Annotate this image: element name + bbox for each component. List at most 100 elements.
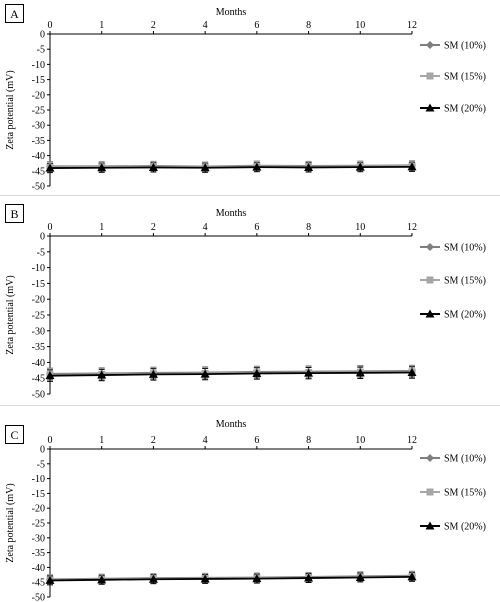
data-point-triangle	[355, 368, 365, 377]
x-tick-label: 8	[306, 20, 311, 31]
panel-divider-group	[0, 195, 500, 406]
legend-label: SM (10%)	[444, 454, 486, 465]
legend-label: SM (15%)	[444, 276, 486, 287]
y-tick-label: -45	[32, 578, 45, 589]
data-point-triangle	[97, 163, 107, 172]
legend-label: SM (10%)	[444, 243, 486, 254]
panel-label-box	[5, 425, 24, 444]
legend-marker-square	[426, 276, 434, 284]
x-tick-label: 8	[306, 435, 311, 446]
data-point-triangle	[200, 163, 210, 172]
data-point-triangle	[252, 162, 262, 171]
y-tick-label: -45	[32, 374, 45, 385]
x-tick-label: 1	[99, 20, 104, 31]
y-tick-label: -10	[32, 474, 45, 485]
y-tick-label: 0	[40, 232, 45, 243]
data-point-triangle	[407, 162, 417, 171]
x-tick-label: 6	[254, 435, 259, 446]
y-tick-label: -50	[32, 390, 45, 401]
data-point-triangle	[148, 574, 158, 583]
legend-label: SM (10%)	[444, 41, 486, 52]
panel-label-box	[5, 204, 24, 223]
data-point-triangle	[355, 162, 365, 171]
data-point-triangle	[97, 370, 107, 379]
y-tick-label: -5	[37, 45, 45, 56]
x-tick-label: 2	[151, 20, 156, 31]
y-tick-label: -15	[32, 489, 45, 500]
y-tick-label: -5	[37, 459, 45, 470]
panel-label: C	[10, 428, 18, 442]
legend-label: SM (15%)	[444, 72, 486, 83]
x-tick-label: 10	[355, 20, 365, 31]
x-tick-label: 6	[254, 20, 259, 31]
legend-label: SM (20%)	[444, 522, 486, 533]
panel-label: A	[10, 7, 19, 21]
data-point-triangle	[200, 369, 210, 378]
y-tick-label: -30	[32, 326, 45, 337]
x-tick-label: 1	[99, 222, 104, 233]
data-point-triangle	[304, 162, 314, 171]
y-tick-label: -35	[32, 548, 45, 559]
x-tick-label: 6	[254, 222, 259, 233]
y-tick-label: 0	[40, 30, 45, 41]
x-tick-label: 4	[203, 20, 208, 31]
y-tick-label: -35	[32, 342, 45, 353]
y-axis-label: Zeta potential (mV)	[5, 483, 16, 562]
y-tick-label: -30	[32, 533, 45, 544]
x-tick-label: 0	[48, 222, 53, 233]
x-tick-label: 12	[407, 435, 417, 446]
series-line-triangle	[49, 165, 413, 169]
y-tick-label: -50	[32, 182, 45, 193]
panel-label: B	[10, 207, 18, 221]
y-tick-label: -30	[32, 121, 45, 132]
x-axis-label: Months	[216, 7, 247, 18]
series-line-square	[49, 165, 413, 169]
legend-marker-diamond	[426, 41, 434, 49]
legend-marker-diamond	[426, 454, 434, 462]
legend-marker-diamond	[426, 243, 434, 251]
data-point-triangle	[407, 572, 417, 581]
x-tick-label: 12	[407, 222, 417, 233]
y-tick-label: -20	[32, 295, 45, 306]
x-tick-label: 2	[151, 222, 156, 233]
data-point-triangle	[355, 572, 365, 581]
x-tick-label: 10	[355, 435, 365, 446]
data-point-triangle	[45, 163, 55, 172]
data-point-triangle	[148, 369, 158, 378]
x-axis-label: Months	[216, 208, 247, 219]
x-tick-label: 0	[48, 20, 53, 31]
data-point-triangle	[200, 574, 210, 583]
data-point-triangle	[407, 368, 417, 377]
y-tick-label: -40	[32, 563, 45, 574]
legend-marker-square	[426, 488, 434, 496]
y-tick-label: -35	[32, 136, 45, 147]
y-tick-label: -10	[32, 263, 45, 274]
y-tick-label: -5	[37, 247, 45, 258]
x-tick-label: 12	[407, 20, 417, 31]
legend-marker-triangle	[425, 521, 435, 530]
y-tick-label: -40	[32, 151, 45, 162]
legend-marker-triangle	[425, 309, 435, 318]
x-tick-label: 1	[99, 435, 104, 446]
y-axis-label: Zeta potential (mV)	[5, 275, 16, 354]
y-tick-label: -40	[32, 358, 45, 369]
panel-label-box	[5, 4, 24, 23]
x-axis-label: Months	[216, 419, 247, 430]
y-tick-label: -45	[32, 166, 45, 177]
x-tick-label: 4	[203, 222, 208, 233]
y-tick-label: -25	[32, 106, 45, 117]
series-line-triangle	[49, 575, 413, 582]
data-point-triangle	[148, 162, 158, 171]
x-tick-label: 0	[48, 435, 53, 446]
legend-label: SM (20%)	[444, 310, 486, 321]
series-line-diamond	[49, 370, 413, 375]
data-point-triangle	[252, 574, 262, 583]
data-point-triangle	[304, 368, 314, 377]
legend-label: SM (20%)	[444, 104, 486, 115]
y-tick-label: -25	[32, 311, 45, 322]
legend-marker-triangle	[425, 103, 435, 112]
